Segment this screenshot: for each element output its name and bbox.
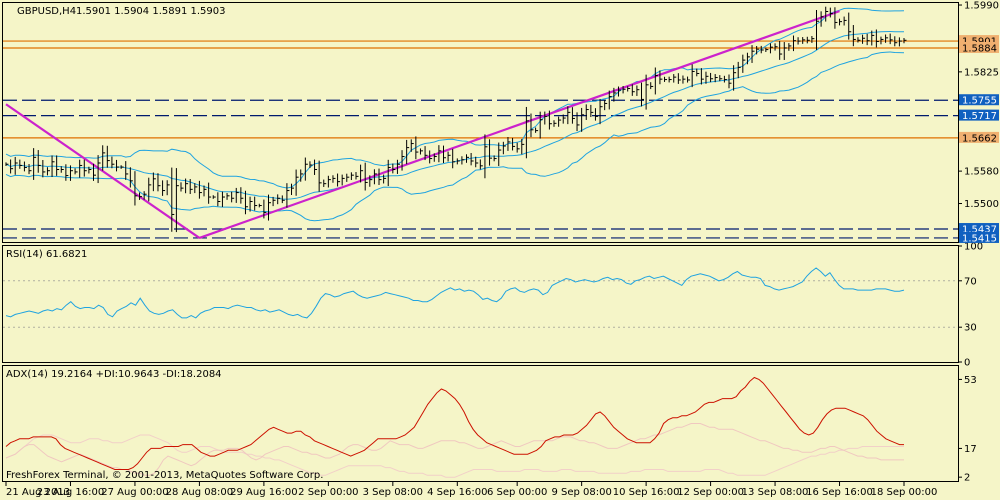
plus-di-line — [5, 423, 904, 476]
trendline — [5, 103, 201, 239]
trendline — [199, 10, 840, 239]
adx-indicator: 2 17 53 — [5, 375, 977, 484]
adx-panel-frame — [2, 365, 959, 482]
price-label-text: 1.5755 — [962, 96, 997, 107]
rsi-line — [5, 267, 905, 319]
rsi-indicator: 0 30 70 100 — [3, 242, 983, 369]
time-tick-label: 18 Sep 00:00 — [871, 487, 938, 498]
price-label-text: 1.5884 — [962, 43, 997, 54]
minus-di-line — [5, 434, 904, 478]
price-label-box — [959, 131, 999, 143]
price-label-text: 1.5415 — [962, 233, 997, 244]
price-label-box — [959, 231, 999, 243]
price-label-box — [959, 94, 999, 106]
price-label-box — [959, 35, 999, 47]
price-tick-label: 1.5500 — [964, 199, 999, 210]
time-tick-label: 3 Sep 08:00 — [363, 487, 423, 498]
adx-title: ADX(14) 19.2164 +DI:10.9643 -DI:18.2084 — [6, 369, 222, 380]
time-tick-label: 29 Aug 16:00 — [230, 487, 297, 498]
price-tick-label: 1.5825 — [964, 67, 999, 78]
bollinger-lower-band — [5, 51, 905, 222]
time-tick-label: 12 Sep 00:00 — [677, 487, 744, 498]
time-tick-label: 13 Sep 08:00 — [742, 487, 809, 498]
adx-line — [5, 376, 904, 470]
adx-tick-label: 2 — [964, 473, 970, 484]
chart-ohlc-values: 1.5901 1.5904 1.5891 1.5903 — [76, 6, 226, 17]
rsi-tick-label: 30 — [964, 323, 977, 334]
chart-symbol-title: GBPUSD,H4 — [17, 6, 76, 17]
adx-tick-label: 53 — [964, 375, 977, 386]
rsi-panel-frame — [2, 245, 959, 363]
time-tick-label: 27 Aug 00:00 — [101, 487, 168, 498]
time-tick-label: 21 Aug 2013 — [6, 487, 70, 498]
time-tick-label: 28 Aug 08:00 — [166, 487, 233, 498]
price-label-text: 1.5437 — [962, 225, 997, 236]
price-label-text: 1.5717 — [962, 111, 997, 122]
rsi-tick-label: 0 — [964, 358, 970, 369]
time-tick-label: 23 Aug 16:00 — [37, 487, 104, 498]
adx-tick-label: 17 — [964, 444, 977, 455]
rsi-tick-label: 70 — [964, 276, 977, 287]
time-tick-label: 6 Sep 00:00 — [487, 487, 547, 498]
price-label-box — [959, 41, 999, 53]
time-tick-label: 9 Sep 08:00 — [551, 487, 611, 498]
price-bars — [5, 6, 907, 233]
footer-copyright: FreshForex Terminal, © 2001-2013, MetaQu… — [6, 470, 323, 481]
time-tick-label: 2 Sep 00:00 — [298, 487, 358, 498]
time-tick-label: 16 Sep 16:00 — [806, 487, 873, 498]
time-tick-label: 10 Sep 16:00 — [613, 487, 680, 498]
time-tick-label: 4 Sep 16:00 — [427, 487, 487, 498]
price-label-box — [959, 109, 999, 121]
price-label-box — [959, 223, 999, 235]
main-panel-frame — [2, 2, 959, 243]
horizontal-levels — [3, 40, 958, 239]
price-label-text: 1.5662 — [962, 133, 997, 144]
price-labels: 1.59011.58841.57551.57171.56621.54371.54… — [959, 35, 999, 244]
price-tick-label: 1.5580 — [964, 167, 999, 178]
bollinger-upper-band — [5, 7, 905, 189]
rsi-tick-label: 100 — [964, 242, 983, 253]
rsi-title: RSI(14) 61.6821 — [6, 249, 87, 260]
trendlines — [5, 10, 840, 239]
price-tick-label: 1.5990 — [964, 1, 999, 12]
